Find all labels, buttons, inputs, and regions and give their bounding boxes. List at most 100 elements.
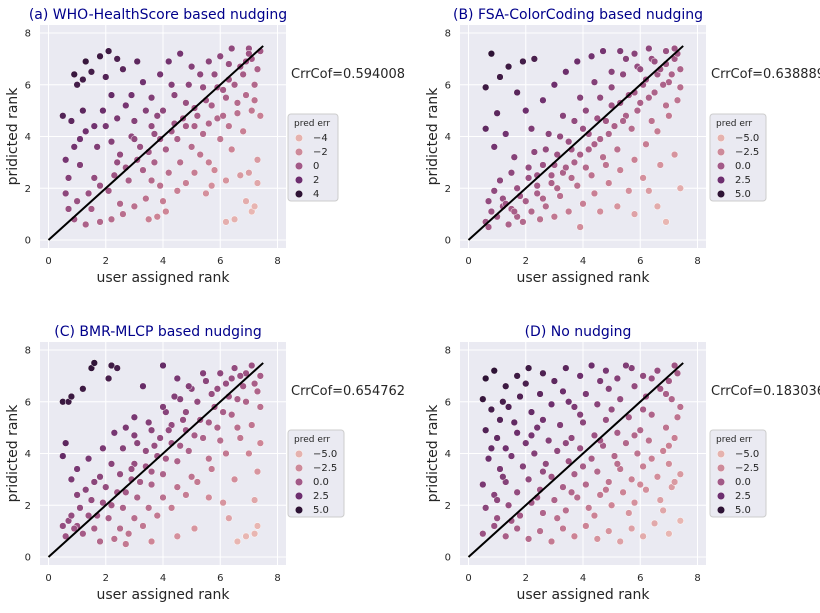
data-point <box>245 50 253 58</box>
data-point <box>153 112 161 120</box>
data-point <box>127 465 136 473</box>
data-point <box>253 522 262 530</box>
data-point <box>139 166 147 174</box>
data-point <box>73 491 81 499</box>
legend-marker <box>294 505 304 515</box>
data-point <box>162 207 170 216</box>
legend-label: −2.5 <box>313 463 337 474</box>
data-point <box>182 99 190 107</box>
data-point <box>187 62 196 71</box>
data-point <box>556 132 564 141</box>
data-point <box>156 434 164 442</box>
data-point <box>630 382 639 390</box>
data-point <box>524 475 533 484</box>
reference-line <box>47 45 264 241</box>
legend-label: −2 <box>313 147 328 158</box>
data-point <box>113 364 121 372</box>
data-point <box>587 361 596 370</box>
data-point <box>130 202 139 211</box>
data-point <box>613 460 621 468</box>
data-point <box>133 439 141 447</box>
data-point <box>565 207 573 216</box>
data-point <box>519 218 527 226</box>
data-point <box>73 465 81 473</box>
data-point <box>136 478 144 486</box>
data-point <box>547 537 556 546</box>
data-point <box>139 382 147 390</box>
x-tick-label: 8 <box>274 573 280 584</box>
data-point <box>176 158 184 167</box>
data-point <box>676 470 684 478</box>
legend-marker <box>294 147 304 157</box>
data-point <box>636 65 644 73</box>
data-point <box>510 207 518 216</box>
data-point <box>250 96 259 104</box>
data-point <box>673 369 682 377</box>
data-point <box>642 486 650 494</box>
data-point <box>676 517 684 525</box>
data-point <box>605 527 613 535</box>
data-point <box>665 460 673 468</box>
data-point <box>565 398 573 406</box>
data-point <box>216 52 224 60</box>
data-point <box>242 197 250 205</box>
data-point <box>482 504 490 512</box>
legend-label: −2.5 <box>735 463 759 474</box>
data-point <box>219 86 227 94</box>
y-axis-label: pridicted rank <box>5 87 21 186</box>
y-tick-label: 8 <box>25 346 31 357</box>
correlation-annotation: CrrCof=0.638889 <box>711 67 820 82</box>
data-point <box>536 390 544 398</box>
data-point <box>596 94 604 102</box>
y-tick-label: 0 <box>25 553 31 564</box>
x-tick-label: 2 <box>523 256 529 267</box>
data-point <box>87 496 96 504</box>
data-point <box>104 47 113 55</box>
data-point <box>519 462 527 471</box>
data-point <box>602 416 610 424</box>
data-point <box>570 532 579 540</box>
data-point <box>239 70 247 79</box>
data-point <box>242 398 250 406</box>
data-point <box>110 535 118 543</box>
data-point <box>616 47 624 55</box>
data-point <box>216 369 224 377</box>
data-point <box>590 189 599 198</box>
data-point <box>190 431 199 440</box>
data-point <box>670 361 679 370</box>
data-point <box>79 106 87 115</box>
data-point <box>530 55 538 63</box>
data-point <box>482 426 490 434</box>
data-point <box>150 158 159 167</box>
legend-title: pred err <box>294 119 330 129</box>
data-point <box>104 374 113 383</box>
subplot-1: 0 2 4 6 8 0 2 4 6 8 (a) WHO-HealthScore based nudg… <box>5 7 405 286</box>
x-tick-label: 6 <box>637 256 643 267</box>
legend-marker <box>716 463 726 473</box>
data-point <box>513 524 521 533</box>
data-point <box>527 431 536 440</box>
data-point <box>173 135 181 143</box>
data-point <box>139 522 147 530</box>
y-tick-label: 6 <box>25 397 31 408</box>
data-point <box>482 374 490 383</box>
subplot-title: (C) BMR-MLCP based nudging <box>54 324 261 340</box>
data-point <box>593 400 601 408</box>
data-point <box>67 475 76 484</box>
x-tick-label: 0 <box>465 573 471 584</box>
x-tick-label: 2 <box>103 256 109 267</box>
data-point <box>579 125 587 133</box>
data-point <box>619 117 627 125</box>
y-tick-label: 0 <box>445 553 451 564</box>
data-point <box>233 395 242 403</box>
data-point <box>239 382 247 390</box>
y-tick-label: 6 <box>445 80 451 91</box>
legend-label: −2.5 <box>735 147 759 158</box>
data-point <box>622 361 630 370</box>
data-point <box>248 361 256 370</box>
data-point <box>553 447 561 455</box>
legend-label: −5.0 <box>735 133 759 144</box>
legend-title: pred err <box>716 435 752 445</box>
legend-marker <box>716 449 726 459</box>
data-point <box>650 519 659 528</box>
